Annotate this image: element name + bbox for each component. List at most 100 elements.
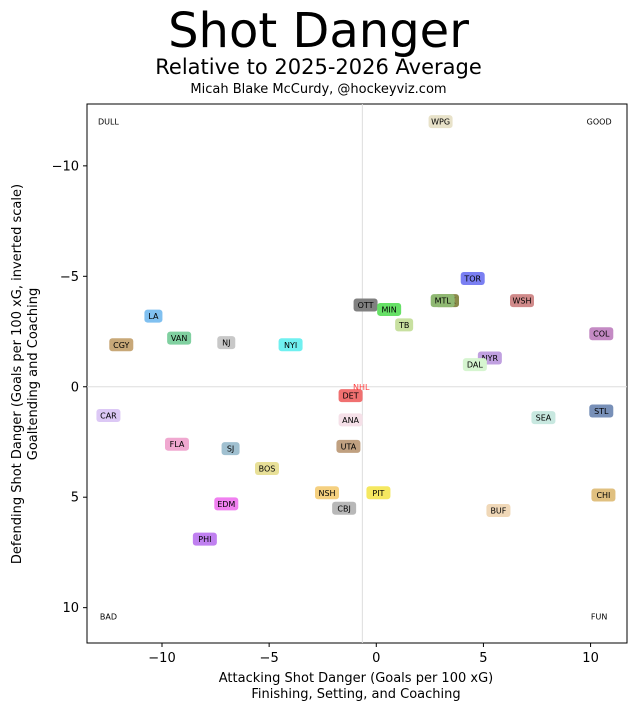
team-label: PHI <box>198 535 211 544</box>
chart-credit: Micah Blake McCurdy, @hockeyviz.com <box>190 82 447 97</box>
y-tick-label: −5 <box>60 270 79 285</box>
team-marker <box>486 503 511 517</box>
team-point-uta: UTA <box>336 439 361 453</box>
y-tick-label: 0 <box>71 380 79 395</box>
team-marker <box>460 272 485 286</box>
team-label: FLA <box>170 440 185 449</box>
x-tick-label: −10 <box>148 651 175 666</box>
y-axis-sublabel: Goaltending and Coaching <box>26 288 41 461</box>
team-label: BOS <box>259 464 276 473</box>
x-axis-label: Attacking Shot Danger (Goals per 100 xG) <box>219 671 493 686</box>
chart-subtitle: Relative to 2025-2026 Average <box>155 55 482 79</box>
team-label: OTT <box>358 301 374 310</box>
team-label: TB <box>398 321 409 330</box>
team-marker <box>96 408 121 422</box>
team-label: MIN <box>382 305 397 314</box>
x-tick-label: 0 <box>372 651 380 666</box>
team-point-buf: BUF <box>486 503 511 517</box>
team-point-cgy: CGY <box>109 338 134 352</box>
team-point-stl: STL <box>589 404 614 418</box>
team-point-sj: SJ <box>221 442 240 456</box>
team-marker <box>591 488 616 502</box>
team-marker <box>144 309 163 323</box>
team-marker <box>531 411 556 425</box>
team-marker <box>353 298 378 312</box>
team-point-ana: ANA <box>338 413 363 427</box>
team-marker <box>221 442 240 456</box>
team-marker <box>338 413 363 427</box>
x-tick-label: 10 <box>582 651 599 666</box>
team-marker <box>109 338 134 352</box>
team-label: CHI <box>596 491 610 500</box>
team-marker <box>332 501 357 515</box>
team-marker <box>395 318 414 332</box>
team-point-fla: FLA <box>165 437 189 451</box>
team-label: CGY <box>113 341 129 350</box>
team-label: COL <box>593 330 610 339</box>
team-label: NYR <box>482 354 499 363</box>
team-marker <box>377 302 402 316</box>
team-point-nj: NJ <box>217 336 236 350</box>
team-label: CBJ <box>337 504 350 513</box>
team-point-dal: DAL <box>462 358 487 372</box>
team-point-sea: SEA <box>531 411 556 425</box>
team-label: LA <box>148 312 159 321</box>
team-marker <box>589 327 614 341</box>
team-marker <box>255 461 279 475</box>
corner-label-dull: DULL <box>98 118 119 127</box>
team-label: MTL <box>435 297 452 306</box>
team-point-bos: BOS <box>255 461 279 475</box>
team-point-tb: TB <box>395 318 414 332</box>
team-point-col: COL <box>589 327 614 341</box>
team-label: VAN <box>171 334 187 343</box>
team-label: TOR <box>463 275 481 284</box>
team-label: NSH <box>318 489 335 498</box>
team-point-chi: CHI <box>591 488 616 502</box>
team-marker <box>510 294 534 308</box>
y-tick-label: −10 <box>52 159 79 174</box>
team-point-nyi: NYI <box>278 338 303 352</box>
team-marker <box>192 532 217 546</box>
team-point-mtl: MTL <box>430 294 455 308</box>
team-label: WSH <box>512 297 531 306</box>
team-point-cbj: CBJ <box>332 501 357 515</box>
team-marker <box>430 294 455 308</box>
corner-label-bad: BAD <box>100 612 117 621</box>
team-label: UTA <box>341 442 357 451</box>
x-axis-sublabel: Finishing, Setting, and Coaching <box>251 687 460 702</box>
y-tick-label: 5 <box>71 491 79 506</box>
chart-title: Shot Danger <box>168 3 469 59</box>
team-marker <box>428 115 453 129</box>
team-point-wsh: WSH <box>510 294 534 308</box>
team-marker <box>278 338 303 352</box>
team-point-edm: EDM <box>214 497 239 511</box>
team-point-wpg: WPG <box>428 115 453 129</box>
team-label: DET <box>343 392 359 401</box>
team-point-la: LA <box>144 309 163 323</box>
team-marker <box>589 404 614 418</box>
x-tick-label: −5 <box>260 651 279 666</box>
team-points: WPGTORVGKMTLWSHOTTMINTBCOLNYRDALLAVANCGY… <box>96 115 616 546</box>
team-label: NYI <box>284 341 297 350</box>
team-marker <box>462 358 487 372</box>
team-label: SJ <box>227 445 234 454</box>
team-marker <box>366 486 391 500</box>
team-point-tor: TOR <box>460 272 485 286</box>
team-point-van: VAN <box>167 331 192 345</box>
team-label: NJ <box>222 339 230 348</box>
team-label: BUF <box>490 506 506 515</box>
team-point-det: DET <box>338 389 363 403</box>
team-point-ott: OTT <box>353 298 378 312</box>
team-label: DAL <box>467 361 483 370</box>
team-marker <box>167 331 192 345</box>
team-point-phi: PHI <box>192 532 217 546</box>
league-average-label: NHL <box>353 383 370 392</box>
team-label: ANA <box>342 416 359 425</box>
y-tick-label: 10 <box>62 601 79 616</box>
team-point-car: CAR <box>96 408 121 422</box>
team-point-pit: PIT <box>366 486 391 500</box>
team-label: PIT <box>372 489 384 498</box>
team-marker <box>336 439 361 453</box>
corner-label-good: GOOD <box>587 118 612 127</box>
